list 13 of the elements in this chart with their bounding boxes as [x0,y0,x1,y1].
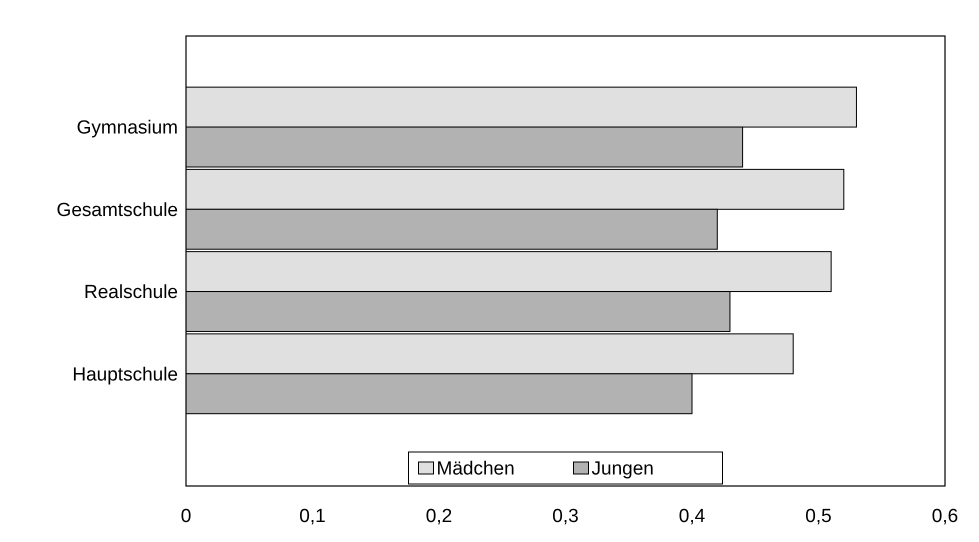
x-tick-label: 0,1 [299,506,326,527]
x-tick-label: 0,6 [932,506,958,527]
x-tick-label: 0,4 [678,506,706,527]
x-tick-label: 0,5 [805,506,832,527]
x-tick-label: 0 [180,506,192,527]
y-tick-label: Hauptschule [72,364,178,386]
legend-label: Jungen [592,458,654,480]
y-tick-label: Gymnasium [76,118,178,139]
y-tick-label: Gesamtschule [56,200,178,221]
x-tick-label: 0,3 [552,506,579,527]
x-tick-label: 0,2 [426,506,452,527]
y-tick-label: Realschule [84,282,178,304]
legend-label: Mädchen [436,458,515,480]
